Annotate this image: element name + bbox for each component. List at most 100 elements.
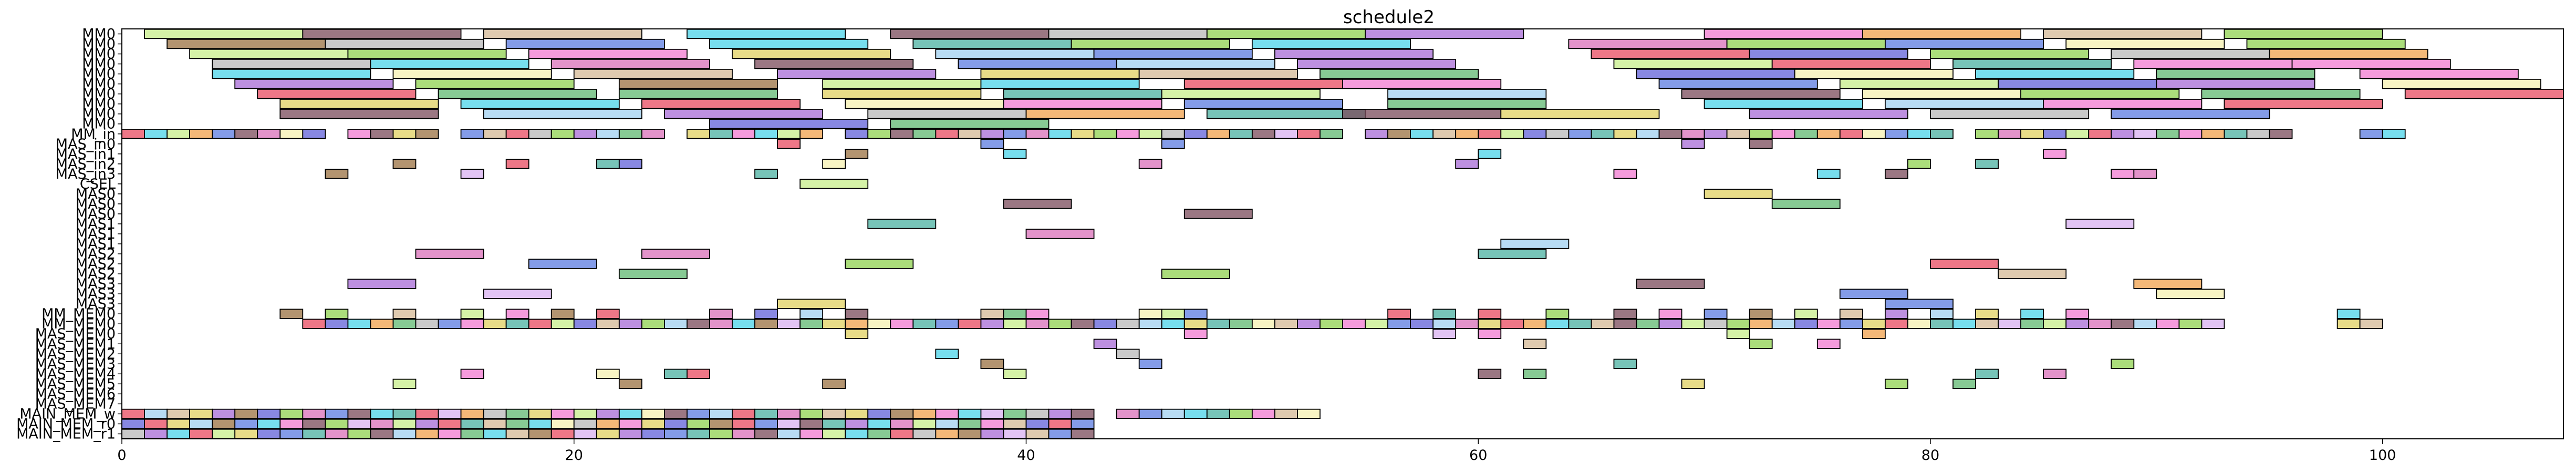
task-bar-232 [2065, 219, 2135, 229]
x-tick-label-4: 80 [1921, 447, 1939, 464]
task-bar-39 [754, 58, 914, 69]
task-bar-429 [709, 408, 733, 419]
task-bar-335 [1432, 318, 1457, 329]
task-bar-468 [415, 418, 439, 429]
task-bar-469 [438, 418, 462, 429]
task-bar-275 [1704, 309, 1728, 319]
task-bar-343 [1613, 318, 1637, 329]
task-bar-398 [618, 378, 642, 389]
task-bar-503 [234, 428, 258, 439]
task-bar-347 [1704, 318, 1728, 329]
task-bar-465 [347, 418, 371, 429]
task-bar-293 [483, 318, 507, 329]
task-bar-464 [325, 418, 349, 429]
task-bar-303 [709, 318, 733, 329]
task-bar-218 [325, 169, 349, 179]
task-bar-337 [1478, 318, 1502, 329]
task-bar-216 [1907, 159, 1931, 169]
task-bar-272 [1545, 309, 1570, 319]
task-bar-88 [1003, 99, 1162, 109]
task-bar-455 [121, 418, 145, 429]
task-bar-116 [302, 129, 326, 139]
task-bar-513 [460, 428, 484, 439]
y-tick-label-5: MM0 [82, 76, 116, 92]
task-bar-188 [2065, 129, 2090, 139]
task-bar-196 [2246, 129, 2270, 139]
task-bar-82 [2201, 89, 2361, 99]
task-bar-436 [867, 408, 891, 419]
task-bar-493 [980, 418, 1004, 429]
task-bar-208 [2043, 149, 2067, 159]
task-bar-442 [1003, 408, 1027, 419]
task-bar-130 [687, 129, 710, 139]
task-bar-173 [1704, 129, 1728, 139]
task-bar-518 [573, 428, 597, 439]
task-bar-418 [460, 408, 484, 419]
y-tick-label-14: MAS_in3 [56, 166, 116, 182]
task-bar-63 [822, 78, 982, 89]
task-bar-180 [1862, 129, 1886, 139]
task-bar-111 [189, 129, 213, 139]
task-bar-169 [1613, 129, 1637, 139]
task-bar-388 [460, 368, 484, 379]
y-tick-label-27: MAS3 [76, 296, 116, 312]
task-bar-317 [1025, 318, 1050, 329]
task-bar-472 [505, 418, 529, 429]
task-bar-306 [777, 318, 801, 329]
y-tick-label-38: MAIN_MEM_w [19, 406, 116, 422]
task-bar-366 [2133, 318, 2157, 329]
task-bar-19 [1568, 38, 1728, 49]
task-bar-35 [2269, 48, 2428, 59]
y-tick-label-28: MM_MEM0 [41, 306, 116, 322]
task-bar-507 [325, 428, 349, 439]
task-bar-256 [505, 309, 529, 319]
task-bar-24 [189, 48, 349, 59]
task-bar-323 [1161, 318, 1185, 329]
task-bar-243 [1998, 269, 2067, 279]
task-bar-524 [709, 428, 733, 439]
task-bar-85 [460, 99, 620, 109]
task-bar-395 [1975, 368, 1999, 379]
task-bar-497 [1071, 418, 1095, 429]
y-tick-label-36: MAS_MEM6 [35, 386, 116, 402]
task-bar-140 [935, 129, 959, 139]
task-bar-355 [1884, 318, 1908, 329]
x-tick-label-5: 100 [2369, 447, 2396, 464]
task-bar-409 [257, 408, 281, 419]
task-bar-316 [1003, 318, 1027, 329]
task-bar-144 [1025, 129, 1050, 139]
task-bar-311 [890, 318, 914, 329]
task-bar-417 [438, 408, 462, 419]
task-bar-271 [1478, 309, 1502, 319]
task-bar-20 [1726, 38, 1886, 49]
task-bar-185 [1998, 129, 2022, 139]
task-bar-33 [1930, 48, 2090, 59]
task-bar-152 [1206, 129, 1230, 139]
task-bar-231 [867, 219, 937, 229]
task-bar-104 [1930, 109, 2090, 119]
task-bar-199 [2382, 129, 2406, 139]
task-bar-332 [1365, 318, 1388, 329]
x-tick-label-3: 60 [1469, 447, 1487, 464]
task-bar-325 [1206, 318, 1230, 329]
task-bar-165 [1523, 129, 1547, 139]
task-bar-453 [1274, 408, 1298, 419]
task-bar-234 [1500, 239, 1570, 249]
task-bar-22 [2065, 38, 2225, 49]
task-bar-219 [460, 169, 484, 179]
task-bar-245 [1636, 279, 1705, 289]
task-bar-499 [144, 428, 168, 439]
task-bar-60 [234, 78, 394, 89]
task-bar-517 [550, 428, 575, 439]
task-bar-247 [483, 289, 552, 299]
task-bar-491 [935, 418, 959, 429]
task-bar-460 [234, 418, 258, 429]
task-bar-145 [1048, 129, 1072, 139]
task-bar-427 [663, 408, 688, 419]
task-bar-4 [890, 28, 1050, 39]
task-bar-439 [935, 408, 959, 419]
task-bar-515 [505, 428, 529, 439]
task-bar-65 [1183, 78, 1343, 89]
task-bar-308 [822, 318, 846, 329]
